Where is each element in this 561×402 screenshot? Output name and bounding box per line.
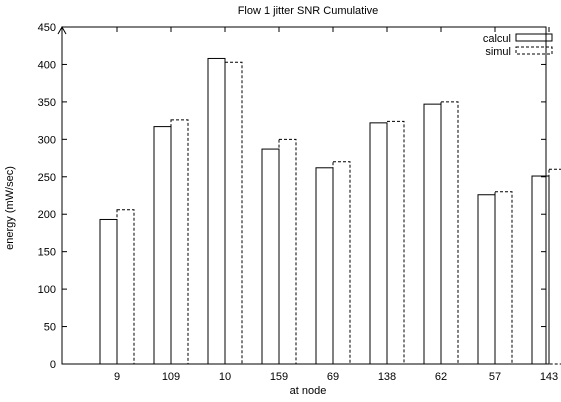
- legend-label-simul: simul: [485, 46, 511, 58]
- bar-calcul-138: [369, 122, 388, 365]
- bar-calcul-159: [261, 148, 280, 365]
- x-tick-label: 138: [378, 371, 396, 383]
- bar-simul-143: [548, 168, 561, 365]
- legend-swatch-simul: [515, 46, 553, 55]
- bar-calcul-10: [207, 57, 226, 365]
- bar-simul-109: [170, 119, 189, 365]
- y-tick-label: 100: [38, 284, 56, 296]
- x-tick-label: 57: [489, 371, 501, 383]
- y-tick-label: 50: [44, 322, 56, 334]
- bar-calcul-109: [153, 126, 172, 365]
- bar-simul-159: [278, 138, 297, 365]
- x-tick-label: 9: [114, 371, 120, 383]
- y-tick-label: 200: [38, 209, 56, 221]
- y-tick-label: 150: [38, 247, 56, 259]
- x-tick-label: 109: [162, 371, 180, 383]
- bar-simul-62: [440, 101, 459, 365]
- bar-simul-10: [224, 61, 243, 365]
- x-tick-label: 159: [270, 371, 288, 383]
- legend-swatch-calcul: [515, 33, 553, 42]
- y-tick-label: 300: [38, 134, 56, 146]
- bar-calcul-62: [423, 103, 442, 365]
- y-tick-label: 350: [38, 97, 56, 109]
- legend-label-calcul: calcul: [483, 33, 511, 45]
- y-tick-label: 450: [38, 22, 56, 34]
- plot-frame: [61, 26, 547, 365]
- bar-calcul-9: [99, 218, 118, 365]
- x-tick-label: 143: [540, 371, 558, 383]
- x-axis-label: at node: [290, 385, 327, 397]
- y-axis-label: energy (mW/sec): [4, 166, 16, 250]
- bar-simul-9: [116, 209, 135, 365]
- plot-area: 0 50 100 150 200 250 300 350 400 450 9 109 10 159 69 13…: [38, 22, 561, 383]
- y-tick-label: 0: [50, 359, 56, 371]
- x-tick-label: 69: [327, 371, 339, 383]
- y-tick-label: 250: [38, 172, 56, 184]
- bar-calcul-57: [477, 194, 496, 365]
- y-tick-label: 400: [38, 59, 56, 71]
- bar-simul-69: [332, 161, 351, 365]
- x-tick-label: 10: [219, 371, 231, 383]
- bar-simul-138: [386, 120, 405, 365]
- bar-simul-57: [494, 191, 513, 365]
- chart-title: Flow 1 jitter SNR Cumulative: [238, 5, 379, 17]
- bar-calcul-69: [315, 167, 334, 365]
- x-tick-label: 62: [435, 371, 447, 383]
